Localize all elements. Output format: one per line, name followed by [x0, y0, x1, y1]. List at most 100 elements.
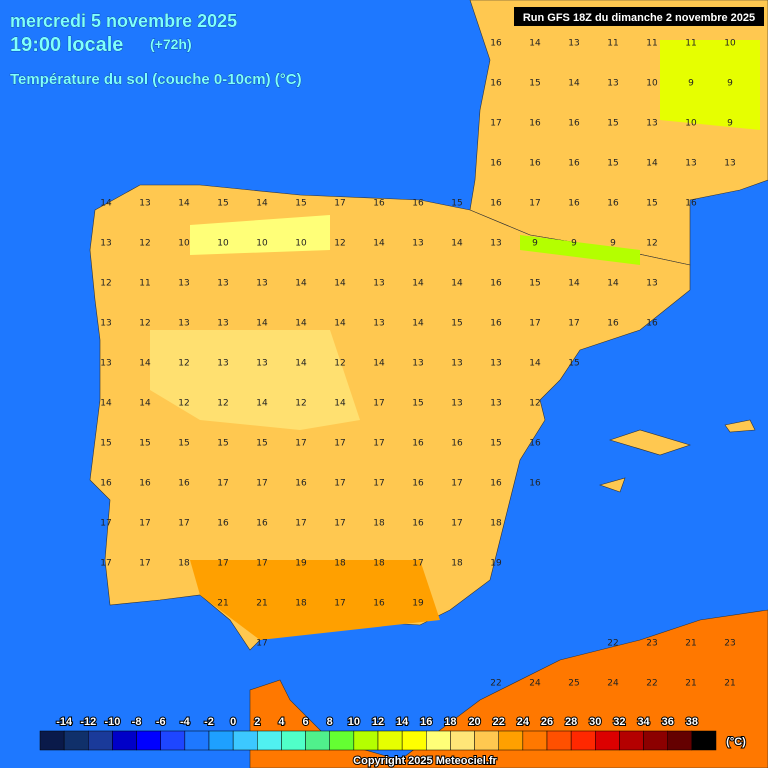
temperature-value: 13 [412, 359, 423, 369]
legend: -14 -12 -10 -8 -6 -4 -2 0 2 4 6 8 10 12 14 16 18 20 22 24 26… [39, 715, 747, 751]
temperature-value: 13 [373, 319, 384, 329]
temperature-value: 15 [139, 439, 150, 449]
temperature-value: 17 [529, 199, 540, 209]
temperature-value: 17 [100, 559, 111, 569]
temperature-value: 15 [295, 199, 306, 209]
legend-label: 6 [303, 716, 309, 728]
temperature-value: 13 [451, 359, 462, 369]
temperature-value: 13 [100, 359, 111, 369]
legend-label: -8 [132, 716, 142, 728]
temperature-value: 19 [490, 559, 502, 569]
temperature-value: 13 [646, 279, 657, 289]
legend-label: 10 [348, 716, 360, 728]
temperature-value: 16 [490, 159, 502, 169]
temperature-value: 17 [373, 479, 384, 489]
legend-swatch [377, 730, 403, 751]
temperature-value: 17 [256, 639, 267, 649]
temperature-value: 17 [334, 199, 345, 209]
temperature-value: 14 [529, 39, 541, 49]
temperature-value: 16 [490, 279, 502, 289]
legend-swatch [88, 730, 113, 751]
temperature-value: 15 [529, 79, 540, 89]
temperature-grid: 16 14 13 11 11 11 10 16 15 14 13 10 9 9 17 16 16 15 13 10 9 1… [100, 39, 736, 689]
temperature-value: 13 [217, 359, 228, 369]
temperature-value: 16 [490, 39, 502, 49]
legend-swatch [136, 730, 161, 751]
temperature-value: 19 [295, 559, 307, 569]
temperature-value: 16 [529, 439, 541, 449]
temperature-value: 17 [100, 519, 111, 529]
temperature-value: 18 [334, 559, 346, 569]
temperature-value: 14 [373, 359, 385, 369]
temperature-value: 14 [256, 319, 268, 329]
temperature-value: 16 [529, 159, 541, 169]
legend-swatch [426, 730, 451, 751]
temperature-value: 17 [295, 519, 306, 529]
temperature-value: 16 [451, 439, 463, 449]
temperature-value: 12 [100, 279, 111, 289]
plateau-zone [150, 330, 360, 430]
temperature-value: 14 [256, 199, 268, 209]
temperature-value: 15 [490, 439, 501, 449]
temperature-value: 16 [607, 319, 619, 329]
legend-swatch [691, 730, 717, 751]
temperature-value: 13 [568, 39, 579, 49]
temperature-value: 16 [217, 519, 229, 529]
temperature-value: 16 [490, 479, 502, 489]
legend-swatch [619, 730, 644, 751]
temperature-value: 9 [571, 239, 577, 249]
temperature-value: 14 [178, 199, 190, 209]
legend-label: 36 [662, 716, 674, 728]
temperature-value: 16 [412, 519, 424, 529]
temperature-value: 25 [568, 679, 579, 689]
legend-swatch [208, 730, 234, 751]
temperature-value: 16 [490, 199, 502, 209]
legend-swatch [329, 730, 355, 751]
temperature-value: 16 [685, 199, 697, 209]
temperature-value: 16 [412, 439, 424, 449]
temperature-value: 17 [334, 439, 345, 449]
temperature-value: 14 [568, 79, 580, 89]
temperature-value: 9 [727, 119, 733, 129]
temperature-value: 15 [607, 119, 618, 129]
legend-label: 8 [327, 716, 333, 728]
temperature-value: 14 [412, 319, 424, 329]
legend-label: 16 [420, 716, 432, 728]
temperature-value: 14 [646, 159, 658, 169]
copyright: Copyright 2025 Meteociel.fr [353, 755, 497, 767]
temperature-value: 17 [139, 559, 150, 569]
legend-label: -12 [80, 716, 96, 728]
legend-label: 28 [565, 716, 577, 728]
temperature-value: 11 [607, 39, 618, 49]
temperature-value: 15 [451, 199, 462, 209]
legend-label: 12 [372, 716, 384, 728]
legend-unit: (°C) [726, 736, 746, 748]
legend-label: 38 [686, 716, 698, 728]
temperature-value: 13 [178, 319, 189, 329]
temperature-value: 9 [727, 79, 733, 89]
temperature-value: 24 [529, 679, 541, 689]
temperature-value: 22 [490, 679, 501, 689]
temperature-value: 14 [451, 279, 463, 289]
temperature-value: 13 [100, 239, 111, 249]
temperature-value: 12 [139, 239, 150, 249]
time: 19:00 locale [10, 34, 123, 56]
temperature-value: 21 [685, 679, 696, 689]
temperature-value: 12 [334, 359, 345, 369]
temperature-value: 14 [529, 359, 541, 369]
temperature-value: 10 [217, 239, 229, 249]
temperature-value: 18 [295, 599, 307, 609]
temperature-value: 14 [295, 279, 307, 289]
legend-swatch [281, 730, 306, 751]
temperature-value: 14 [412, 279, 424, 289]
legend-swatch [401, 730, 427, 751]
temperature-value: 17 [334, 519, 345, 529]
temperature-value: 14 [334, 399, 346, 409]
temperature-value: 16 [100, 479, 112, 489]
temperature-value: 13 [412, 239, 423, 249]
legend-label: -4 [180, 716, 191, 728]
legend-label: 2 [254, 716, 260, 728]
temperature-value: 9 [688, 79, 694, 89]
temperature-value: 14 [256, 399, 268, 409]
temperature-value: 16 [373, 599, 385, 609]
